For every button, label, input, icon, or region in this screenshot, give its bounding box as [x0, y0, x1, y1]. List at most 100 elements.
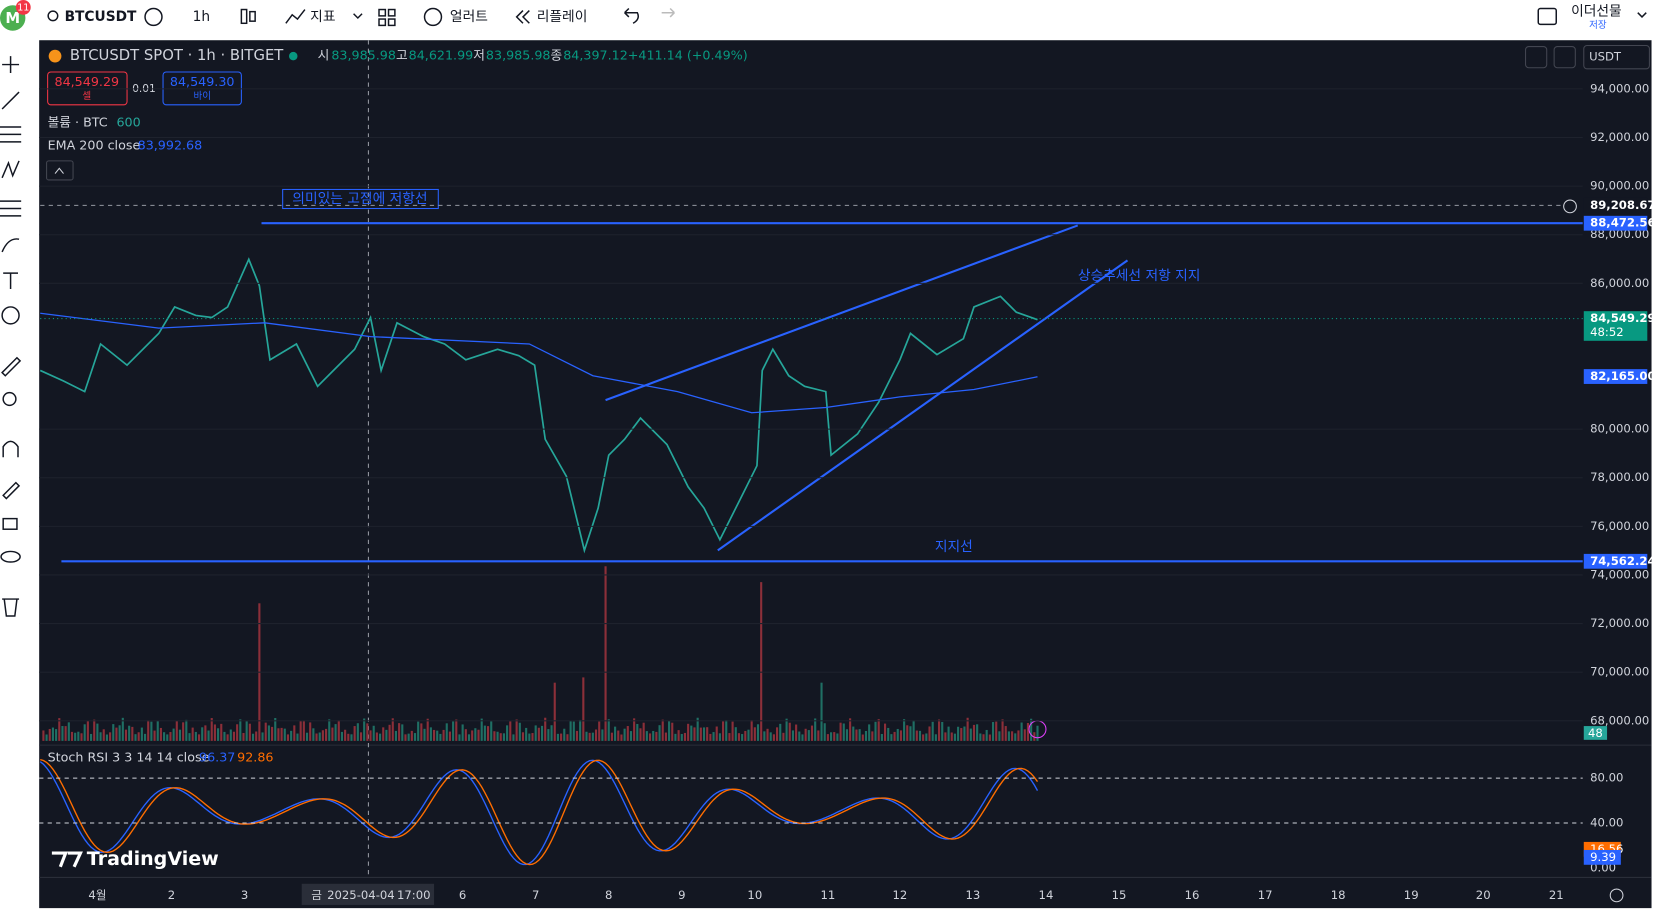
ohlc-label: 저	[473, 48, 485, 63]
ruler-tool[interactable]	[1, 356, 22, 377]
volume-bar	[143, 733, 147, 741]
volume-bar	[223, 731, 226, 741]
currency-select[interactable]	[1583, 44, 1650, 70]
volume-bar	[598, 721, 601, 741]
volume-bar	[185, 719, 188, 741]
rsi-tick-label: 80.00	[1590, 771, 1623, 785]
volume-bar	[763, 731, 766, 741]
hide-tool[interactable]	[0, 550, 21, 563]
drawing-mode[interactable]	[2, 481, 21, 500]
search-icon[interactable]	[47, 10, 59, 22]
volume-bar	[715, 726, 718, 741]
trendline-tool[interactable]	[1, 91, 20, 110]
undo[interactable]	[624, 7, 639, 24]
redo[interactable]	[661, 7, 675, 18]
delete-tool[interactable]	[2, 598, 20, 617]
sell-label: 셀	[82, 91, 91, 102]
indicators[interactable]: 지표	[310, 9, 335, 25]
alerts[interactable]: 얼러트	[450, 9, 488, 25]
symbol[interactable]: BTCUSDT	[65, 9, 137, 25]
account[interactable]: 이더선물	[1571, 4, 1622, 20]
fib-tool[interactable]	[0, 200, 22, 217]
volume-bar	[156, 720, 159, 741]
volume-bar	[512, 734, 515, 741]
volume-bar	[906, 725, 909, 741]
volume-bar	[452, 721, 455, 741]
pattern-tool[interactable]	[1, 160, 20, 179]
scroll-button[interactable]	[1525, 46, 1548, 69]
volume-bar	[982, 734, 985, 741]
cursor-date: 2025-04-04	[327, 888, 395, 902]
crosshair-tool[interactable]	[2, 56, 20, 74]
save[interactable]: 저장	[1589, 20, 1607, 31]
volume-bar	[922, 734, 925, 741]
hline-tool[interactable]	[0, 126, 22, 143]
volume-bar	[801, 734, 804, 741]
volume-bar	[375, 732, 378, 741]
volume-bar	[744, 730, 747, 741]
top-toolbar	[0, 0, 1660, 39]
volume-bar	[1014, 733, 1017, 741]
volume-bar	[42, 730, 45, 741]
volume-bar	[480, 718, 483, 741]
settings-button[interactable]	[1609, 888, 1624, 903]
volume-badge	[1583, 726, 1608, 740]
volume-bar	[1036, 725, 1039, 741]
collapse-legend[interactable]	[46, 160, 74, 181]
volume-bar	[985, 729, 988, 741]
chart-type[interactable]	[240, 8, 248, 25]
y-tick-label: 78,000.00	[1590, 470, 1649, 484]
volume-bar	[814, 718, 817, 741]
volume-bar	[633, 718, 636, 741]
x-tick-label: 16	[1185, 888, 1200, 902]
zoom-tool[interactable]	[2, 391, 17, 407]
replay[interactable]: 리플레이	[537, 9, 588, 25]
text-tool[interactable]	[3, 272, 18, 289]
volume-bar	[572, 721, 575, 741]
volume-bar	[604, 566, 607, 741]
volume-bar	[798, 731, 801, 741]
volume-bar	[58, 718, 61, 741]
volume-bar	[344, 729, 347, 741]
volume-bar	[899, 730, 902, 741]
account-dropdown[interactable]	[1637, 12, 1647, 18]
volume-bar	[880, 733, 883, 741]
volume-bar	[680, 733, 683, 741]
legend-title: BTCUSDT SPOT · 1h · BITGET	[70, 47, 284, 64]
volume-bar	[795, 724, 798, 741]
y-tick-label: 88,000.00	[1590, 227, 1649, 241]
volume-bar	[521, 732, 525, 741]
brush-tool[interactable]	[1, 238, 20, 253]
volume-bar	[328, 719, 331, 741]
volume-bar	[220, 723, 223, 741]
volume-bar	[591, 732, 594, 741]
sync-button[interactable]	[1553, 46, 1576, 69]
volume-bar	[67, 722, 70, 741]
buy-label: 바이	[193, 91, 211, 102]
left-toolbar	[0, 38, 39, 924]
volume-bar	[417, 721, 420, 741]
layout-icon[interactable]	[378, 8, 387, 17]
lock-tool[interactable]	[2, 517, 18, 530]
volume-bar	[953, 733, 956, 741]
volume-bar	[534, 725, 537, 741]
dropdown[interactable]	[353, 13, 363, 20]
volume-bar	[731, 721, 734, 741]
magnet-tool[interactable]	[2, 440, 19, 458]
volume-bar	[506, 725, 509, 741]
x-tick-label: 7	[532, 888, 539, 902]
add-level[interactable]	[1563, 199, 1577, 214]
price-level-badge	[1583, 197, 1648, 213]
ohlc-label: 고	[396, 48, 408, 63]
axes: 94,000.00 92,000.00 90,000.00 88,000.00 86,0…	[39, 81, 1656, 902]
volume-bar	[197, 734, 201, 741]
volume-bar	[64, 726, 67, 741]
volume-bar	[569, 721, 572, 741]
volume-bar	[566, 734, 569, 741]
layout-toggle[interactable]	[1537, 7, 1557, 26]
ema-value: 83,992.68	[138, 138, 203, 153]
emoji-tool[interactable]	[1, 306, 20, 325]
interval[interactable]: 1h	[193, 9, 210, 25]
volume-bar	[839, 722, 842, 741]
add-symbol[interactable]	[144, 7, 163, 27]
